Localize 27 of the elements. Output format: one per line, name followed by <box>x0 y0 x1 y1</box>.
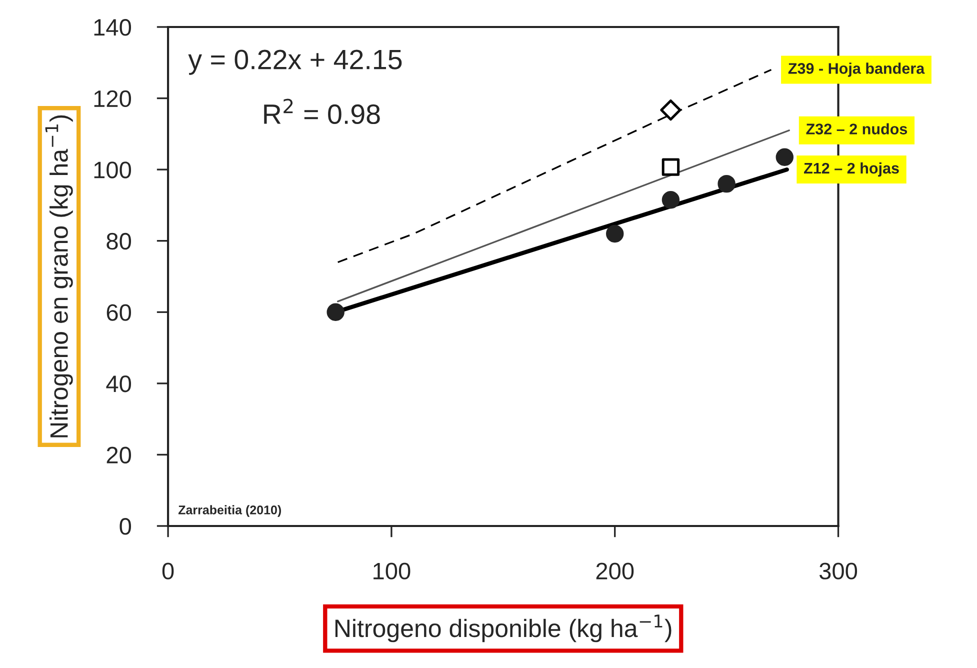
x-tick-label: 200 <box>596 562 634 580</box>
point <box>660 99 682 121</box>
point <box>606 224 624 243</box>
series-label: Z12 – 2 hojas <box>804 162 899 177</box>
y-tick-label: 40 <box>106 375 132 392</box>
x-tick-label: 100 <box>374 562 410 580</box>
y-tick-label: 20 <box>106 446 132 464</box>
y-tick-label: 80 <box>106 232 132 250</box>
point <box>662 158 680 176</box>
annotation: R$^{2}$ = 0.98 <box>264 98 380 124</box>
point <box>718 174 736 193</box>
series-label: Z32 – 2 nudos <box>806 123 908 134</box>
annotation: y = 0.22x + 42.15 <box>188 50 402 75</box>
point <box>662 190 680 209</box>
x-tick-label: 300 <box>819 562 858 580</box>
y-axis-title: Nitrogeno en grano (kg ha$^{−1}$) <box>45 115 73 438</box>
y-tick-label: 140 <box>94 19 132 36</box>
series-label: Z39 - Hoja bandera <box>788 62 925 77</box>
point <box>776 148 794 166</box>
point <box>326 303 344 321</box>
y-tick-label: 60 <box>106 304 132 321</box>
x-axis-title: Nitrogeno disponible (kg ha$^{−1}$) <box>335 614 672 642</box>
y-tick-label: 100 <box>94 162 132 178</box>
annotation: Zarrabeitia (2010) <box>178 505 281 517</box>
x-tick-label: 0 <box>162 562 174 580</box>
y-tick-label: 0 <box>120 518 132 535</box>
y-tick-label: 120 <box>94 90 132 108</box>
